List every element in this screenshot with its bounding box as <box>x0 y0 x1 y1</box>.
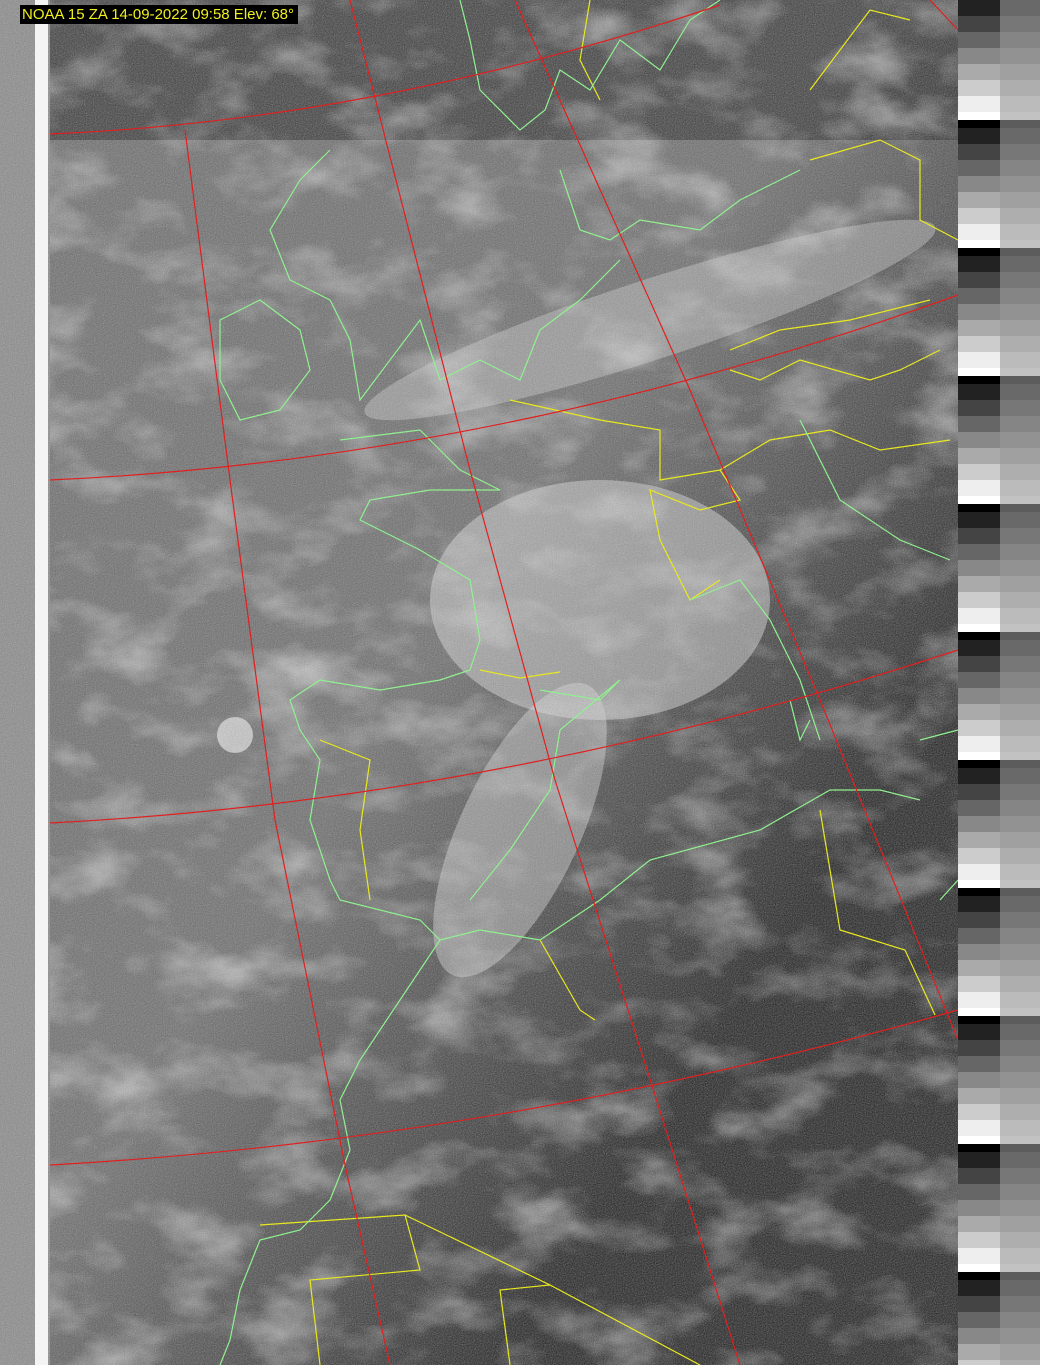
image-noise <box>50 0 958 1365</box>
coastlines <box>219 0 959 1365</box>
left-telemetry-bar <box>35 0 48 1365</box>
graticule <box>49 0 959 1365</box>
image-caption: NOAA 15 ZA 14-09-2022 09:58 Elev: 68° <box>20 5 299 24</box>
right-sync-strip <box>1000 0 1040 1365</box>
